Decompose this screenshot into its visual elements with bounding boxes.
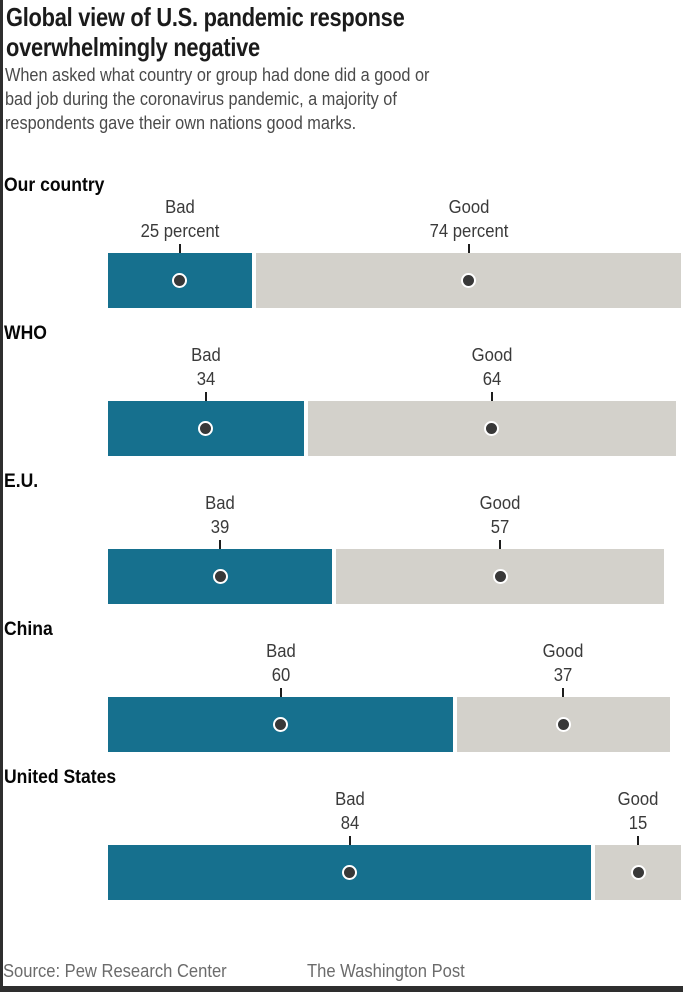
series-label-bad: Bad bbox=[334, 788, 365, 809]
bar-row: Our country Bad 25 percent Good 74 perce… bbox=[0, 175, 683, 323]
value-label-good: 74 percent bbox=[429, 220, 508, 241]
value-label-bad: 60 bbox=[271, 664, 290, 685]
bar-row: China Bad 60 Good 37 bbox=[0, 619, 683, 767]
credit-text: The Washington Post bbox=[307, 961, 465, 981]
value-label-bad: 39 bbox=[210, 516, 230, 537]
series-label-bad: Bad bbox=[190, 344, 221, 365]
series-label-bad: Bad bbox=[265, 640, 296, 661]
value-label-good: 57 bbox=[490, 516, 510, 537]
series-label-good: Good bbox=[471, 344, 512, 365]
chart-subtitle-line2: bad job during the coronavirus pandemic,… bbox=[5, 88, 397, 109]
category-label: Our country bbox=[4, 174, 105, 196]
source-text: Source: Pew Research Center bbox=[3, 961, 227, 981]
marker-dot-bad bbox=[198, 421, 214, 436]
value-label-bad: 25 percent bbox=[140, 220, 220, 241]
value-label-good: 37 bbox=[554, 664, 573, 685]
series-label-good: Good bbox=[448, 196, 489, 217]
chart-subtitle-line1: When asked what country or group had don… bbox=[5, 64, 430, 85]
marker-dot-good bbox=[555, 717, 571, 732]
bar-row: E.U. Bad 39 Good 57 bbox=[0, 471, 683, 619]
chart-subtitle-line3: respondents gave their own nations good … bbox=[5, 112, 357, 133]
value-label-good: 64 bbox=[482, 368, 501, 389]
series-label-good: Good bbox=[617, 788, 659, 809]
value-label-bad: 84 bbox=[340, 812, 359, 833]
marker-dot-good bbox=[461, 273, 476, 288]
series-label-good: Good bbox=[479, 492, 521, 513]
series-label-good: Good bbox=[542, 640, 584, 661]
category-label: WHO bbox=[4, 322, 47, 344]
value-label-good: 15 bbox=[628, 812, 648, 833]
marker-dot-good bbox=[492, 569, 508, 584]
marker-dot-good bbox=[630, 865, 646, 880]
value-label-bad: 34 bbox=[196, 368, 216, 389]
marker-dot-bad bbox=[212, 569, 228, 584]
bar-row: WHO Bad 34 Good 64 bbox=[0, 323, 683, 471]
bottom-border-rule bbox=[0, 986, 683, 992]
chart-title-line2: overwhelmingly negative bbox=[6, 32, 260, 62]
series-label-bad: Bad bbox=[205, 492, 235, 513]
chart-subtitle: When asked what country or group had don… bbox=[5, 63, 429, 135]
marker-dot-bad bbox=[342, 865, 357, 880]
marker-dot-bad bbox=[273, 717, 288, 732]
marker-dot-bad bbox=[172, 273, 188, 288]
series-label-bad: Bad bbox=[165, 196, 195, 217]
chart-title: Global view of U.S. pandemic response ov… bbox=[6, 2, 405, 62]
marker-dot-good bbox=[484, 421, 499, 436]
bar-row: United States Bad 84 Good 15 bbox=[0, 767, 683, 915]
category-label: United States bbox=[4, 766, 117, 788]
category-label: E.U. bbox=[4, 470, 39, 492]
category-label: China bbox=[4, 618, 53, 640]
left-border-rule bbox=[0, 0, 3, 992]
chart-title-line1: Global view of U.S. pandemic response bbox=[6, 2, 405, 32]
